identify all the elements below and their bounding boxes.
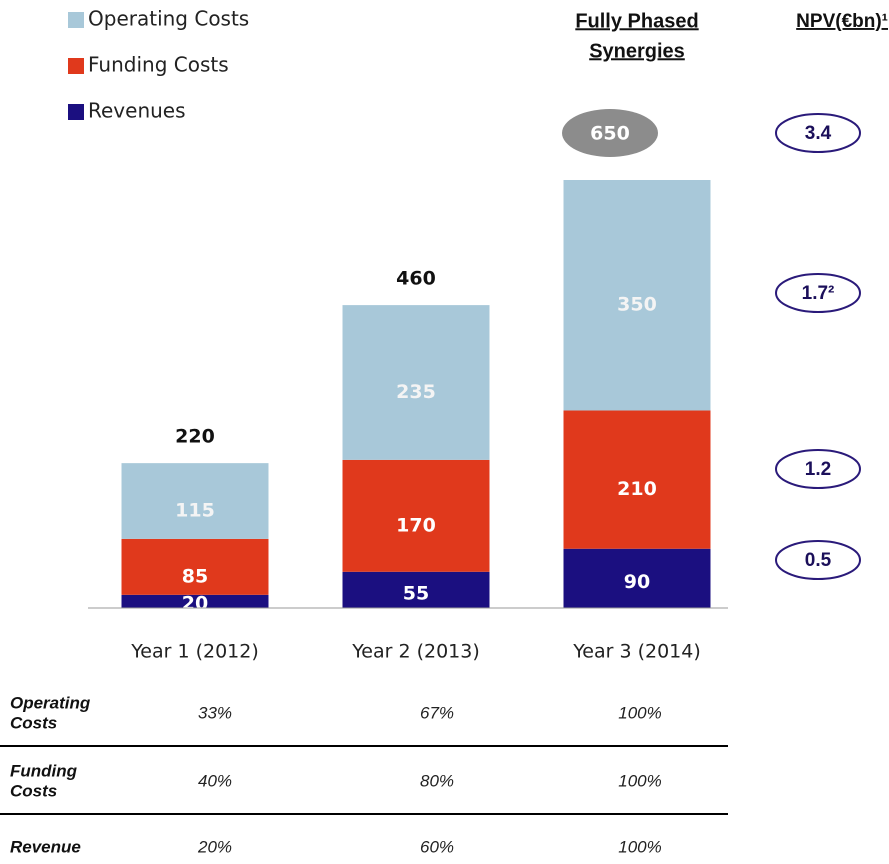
data-label: 170: [396, 514, 436, 536]
total-label: 650: [590, 123, 630, 145]
total-label: 460: [396, 268, 436, 290]
x-tick-label: Year 2 (2013): [351, 641, 480, 663]
bar-segment: [563, 180, 711, 411]
legend-swatch: [68, 12, 84, 28]
row-label: Revenue: [10, 837, 81, 856]
column-header: Synergies: [589, 40, 685, 62]
bar-segment: [121, 538, 269, 595]
npv-oval: [775, 449, 861, 489]
npv-label: 3.4: [805, 123, 832, 144]
row-label: Funding: [10, 761, 78, 780]
cell: 100%: [618, 703, 661, 722]
total-label: 220: [175, 426, 215, 448]
data-label: 55: [403, 582, 429, 604]
data-label: 90: [624, 571, 650, 593]
cell: 60%: [420, 837, 454, 856]
cell: 100%: [618, 837, 661, 856]
cell: 80%: [420, 771, 454, 790]
legend-label: Funding Costs: [88, 53, 229, 77]
npv-oval: [775, 273, 861, 313]
cell: 67%: [420, 703, 454, 722]
data-label: 85: [182, 565, 208, 587]
legend-swatch: [68, 58, 84, 74]
bar-segment: [342, 305, 490, 460]
data-label: 20: [182, 593, 208, 615]
cell: 40%: [198, 771, 232, 790]
data-label: 115: [175, 500, 215, 522]
cell: 20%: [197, 837, 232, 856]
row-label: Costs: [10, 781, 57, 800]
npv-label: 1.2: [805, 459, 831, 480]
data-label: 210: [617, 478, 657, 500]
x-tick-label: Year 3 (2014): [572, 641, 701, 663]
npv-oval: [775, 113, 861, 153]
npv-oval: [775, 540, 861, 580]
total-badge: [562, 109, 658, 157]
row-label: Operating: [10, 693, 91, 712]
data-label: 350: [617, 294, 657, 316]
row-label: Costs: [10, 713, 57, 732]
bar-segment: [563, 548, 711, 608]
npv-header: NPV(€bn)¹: [796, 11, 888, 32]
bar-segment: [121, 594, 269, 608]
cell: 33%: [198, 703, 232, 722]
legend-label: Operating Costs: [88, 7, 249, 31]
x-tick-label: Year 1 (2012): [130, 641, 259, 663]
npv-label: 1.7²: [802, 283, 835, 304]
bar-segment: [563, 410, 711, 549]
cell: 100%: [618, 771, 661, 790]
legend-swatch: [68, 104, 84, 120]
column-header: Fully Phased: [575, 10, 698, 32]
bar-segment: [121, 463, 269, 539]
bar-segment: [342, 571, 490, 608]
legend-label: Revenues: [88, 99, 186, 123]
bar-segment: [342, 459, 490, 572]
data-label: 235: [396, 381, 436, 403]
npv-label: 0.5: [805, 550, 832, 571]
